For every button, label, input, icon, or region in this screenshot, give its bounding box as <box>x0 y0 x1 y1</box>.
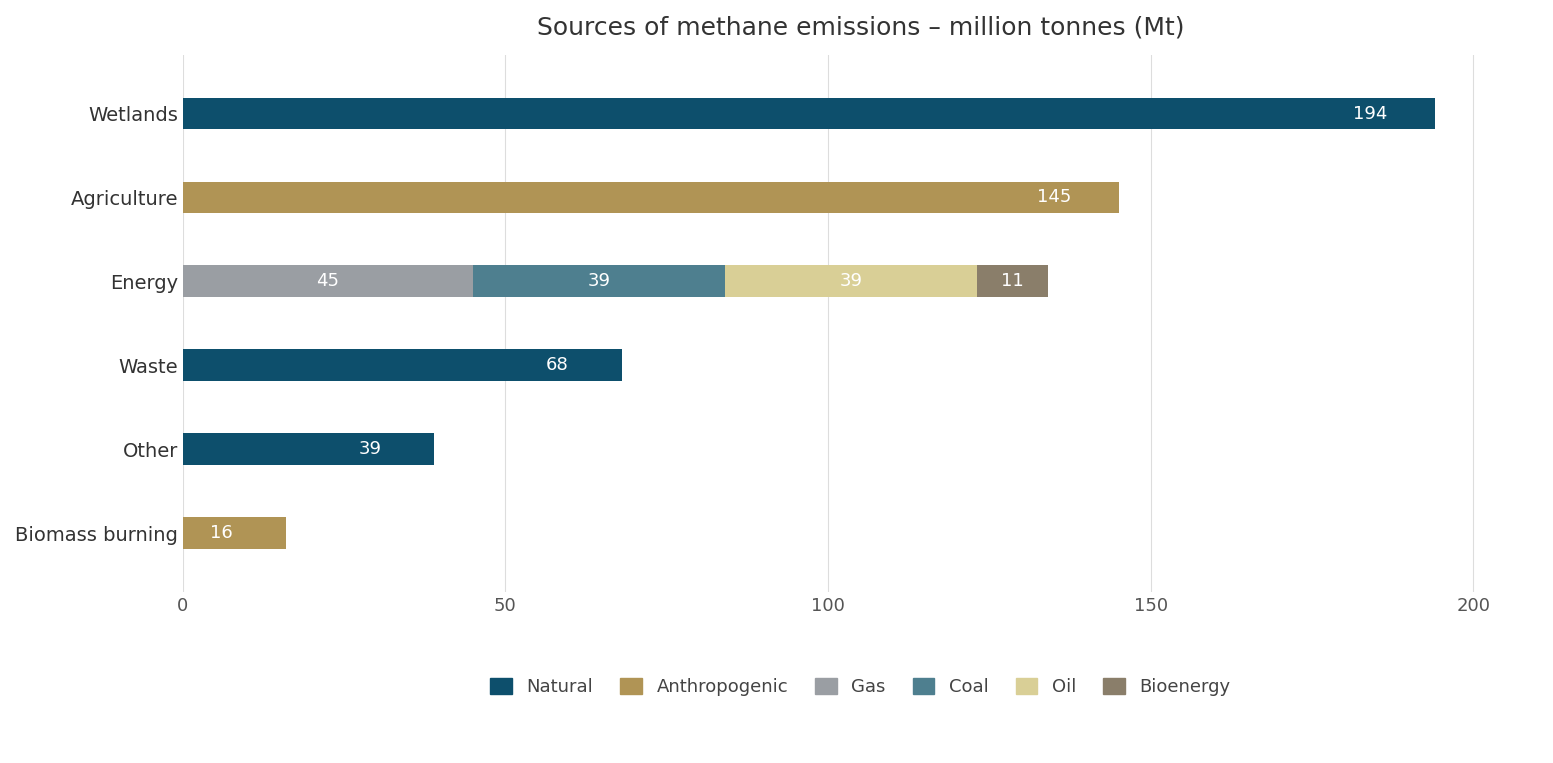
Bar <box>183 266 474 298</box>
Text: 39: 39 <box>839 272 862 291</box>
Bar <box>725 266 977 298</box>
Bar <box>183 433 435 465</box>
Bar <box>183 517 286 549</box>
Bar <box>183 182 1118 214</box>
Bar <box>183 98 1435 130</box>
Legend: Natural, Anthropogenic, Gas, Coal, Oil, Bioenergy: Natural, Anthropogenic, Gas, Coal, Oil, … <box>483 671 1238 703</box>
Bar <box>183 349 621 382</box>
Bar <box>977 266 1048 298</box>
Text: 39: 39 <box>587 272 610 291</box>
Text: 145: 145 <box>1037 188 1072 207</box>
Text: 39: 39 <box>359 440 382 458</box>
Bar <box>474 266 725 298</box>
Text: 16: 16 <box>210 524 233 542</box>
Text: 68: 68 <box>545 356 568 374</box>
Text: 194: 194 <box>1353 105 1387 123</box>
Text: 11: 11 <box>1000 272 1023 291</box>
Text: 45: 45 <box>317 272 340 291</box>
Title: Sources of methane emissions – million tonnes (Mt): Sources of methane emissions – million t… <box>537 15 1183 39</box>
